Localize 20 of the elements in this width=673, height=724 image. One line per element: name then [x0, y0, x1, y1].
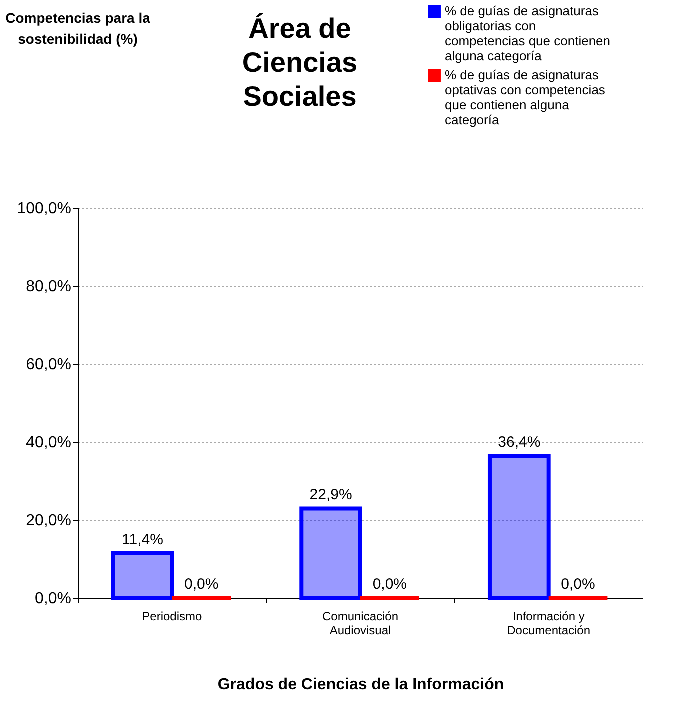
chart-title: Área de Ciencias Sociales — [242, 13, 358, 112]
y-tick-label: 60,0% — [26, 356, 72, 374]
data-label: 0,0% — [561, 576, 596, 593]
data-label: 22,9% — [310, 486, 352, 504]
y-tick-label: 100,0% — [17, 200, 72, 218]
x-tick-label: Información y Documentación — [507, 610, 591, 638]
x-tick-label: Comunicación Audiovisual — [322, 610, 399, 638]
data-label: 0,0% — [372, 576, 408, 593]
y-tick-label: 0,0% — [35, 590, 72, 608]
y-tick-label: 80,0% — [26, 278, 72, 296]
data-label: 11,4% — [122, 532, 164, 549]
data-label: 36,4% — [498, 434, 541, 452]
x-tick-label: Periodismo — [142, 610, 202, 624]
legend-label: % de guías de asignaturas optativas con competencias que contienen alguna categoría — [445, 68, 606, 128]
text: Competencias para la sostenibilidad (%) — [6, 10, 151, 47]
data-label: 0,0% — [184, 576, 219, 593]
y-tick-label: 20,0% — [26, 512, 72, 530]
x-axis-title: Grados de Ciencias de la Información — [218, 676, 504, 694]
legend-label: % de guías de asignaturas obligatorias con competencias que contienen alguna categoría — [445, 4, 611, 64]
y-tick-label: 40,0% — [26, 434, 72, 452]
